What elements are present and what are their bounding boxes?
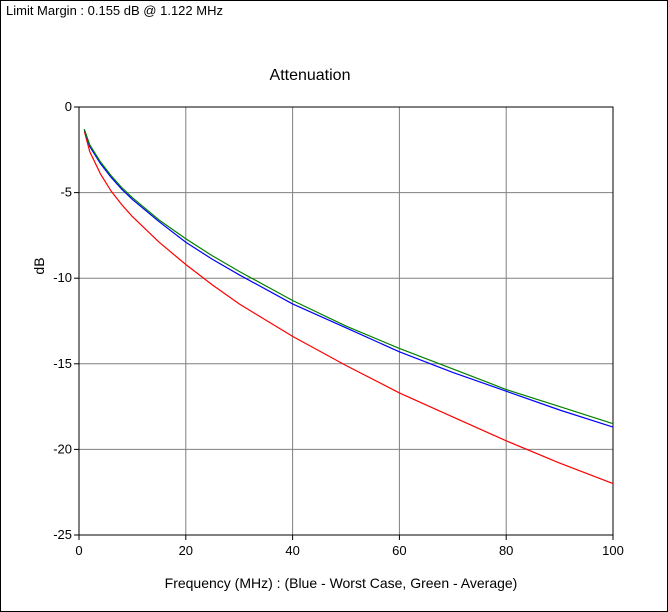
x-tick-label: 80 (499, 543, 513, 558)
y-tick-label: -10 (53, 270, 72, 285)
y-tick-label: -25 (53, 527, 72, 542)
y-tick-label: 0 (65, 99, 72, 114)
y-tick-label: -15 (53, 356, 72, 371)
grid-lines (79, 107, 613, 535)
series-line-0 (83, 130, 614, 485)
x-axis-ticks: 0 20 40 60 80 100 (75, 535, 624, 558)
series-lines (83, 129, 614, 485)
y-axis-ticks: 0 -5 -10 -15 -20 -25 (53, 99, 79, 542)
x-tick-label: 60 (392, 543, 406, 558)
y-axis-label: dB (31, 257, 47, 274)
x-tick-label: 40 (285, 543, 299, 558)
series-line-2 (83, 129, 614, 425)
x-tick-label: 100 (602, 543, 624, 558)
limit-margin-label: Limit Margin : 0.155 dB @ 1.122 MHz (6, 3, 223, 18)
chart-title: Attenuation (270, 67, 351, 84)
x-tick-label: 0 (75, 543, 82, 558)
y-tick-label: -20 (53, 441, 72, 456)
series-line-1 (83, 129, 614, 428)
plot-area-frame (78, 106, 614, 536)
x-tick-label: 20 (179, 543, 193, 558)
y-tick-label: -5 (60, 185, 72, 200)
x-axis-label: Frequency (MHz) : (Blue - Worst Case, Gr… (165, 575, 518, 591)
